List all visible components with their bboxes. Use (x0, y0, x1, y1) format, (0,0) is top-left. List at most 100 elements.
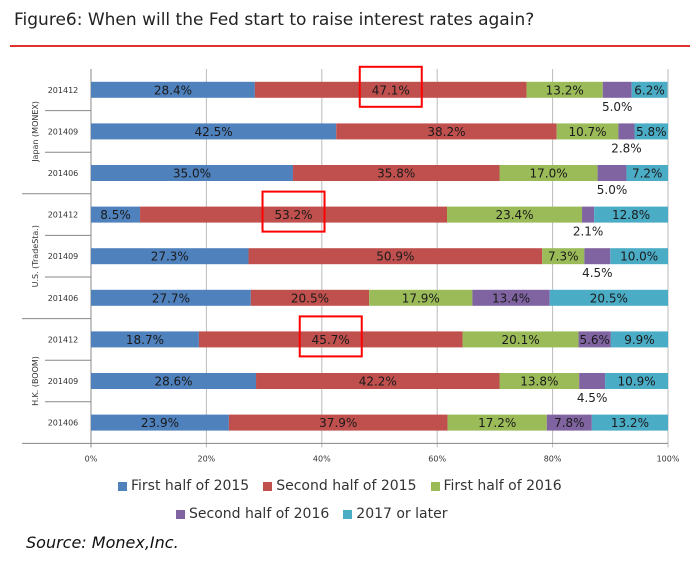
bar-segment (542, 248, 585, 265)
bar-segment (631, 81, 668, 98)
legend-item: 2017 or later (343, 506, 447, 522)
row-label: 201412 (48, 86, 79, 95)
bar-segment (91, 373, 257, 389)
data-label: 10.7% (568, 125, 606, 139)
data-label: 28.4% (154, 83, 192, 97)
data-label: 20.5% (291, 291, 329, 305)
legend-swatch (430, 481, 440, 491)
bar-segment (578, 331, 611, 348)
legend-item: First half of 2015 (118, 478, 249, 494)
x-tick-label: 60% (428, 454, 446, 463)
legend-label: 2017 or later (356, 506, 448, 522)
data-label: 2.1% (573, 225, 604, 239)
legend-item: First half of 2016 (430, 478, 562, 494)
row-label: 201409 (48, 377, 79, 386)
bar-segment (91, 289, 251, 306)
data-label: 13.4% (492, 291, 530, 305)
bar-segment (499, 165, 598, 181)
x-tick-label: 20% (198, 454, 216, 463)
legend: First half of 2015 Second half of 2015 Fir… (0, 478, 696, 526)
group-label: H.K. (BOOM) (31, 356, 40, 406)
data-label: 8.5% (100, 208, 131, 222)
data-label: 17.9% (402, 291, 440, 305)
bar-segment (472, 289, 550, 306)
data-label: 42.5% (195, 125, 233, 139)
legend-swatch (343, 509, 353, 519)
data-label: 18.7% (126, 333, 164, 347)
bar-segment (594, 206, 668, 223)
data-label: 13.2% (611, 416, 649, 430)
bar-segment (91, 81, 255, 98)
data-label: 12.8% (612, 208, 650, 222)
bar-segment (369, 289, 473, 306)
source-note: Source: Monex,Inc. (26, 533, 179, 552)
legend-item: Second half of 2016 (176, 506, 329, 522)
data-label: 5.0% (597, 183, 628, 197)
bar-segment (634, 123, 668, 140)
data-label: 4.5% (577, 391, 608, 405)
data-label: 35.8% (377, 167, 415, 181)
bar-segment (91, 123, 337, 140)
bar-segment (228, 414, 448, 431)
row-label: 201406 (48, 294, 79, 303)
figure-title: Figure6: When will the Fed start to rais… (14, 10, 535, 30)
x-tick-label: 40% (313, 454, 331, 463)
bar-segment (605, 373, 668, 389)
bar-segment (292, 165, 500, 181)
bar-segment (626, 165, 668, 181)
data-label: 47.1% (372, 83, 410, 97)
bar-segment (256, 373, 500, 389)
row-label: 201412 (48, 335, 79, 344)
bar-segment (579, 373, 606, 389)
bar-segment (336, 123, 557, 140)
data-label: 7.3% (548, 250, 579, 264)
highlight-box (298, 315, 363, 358)
bar-segment (447, 414, 547, 431)
title-rule (10, 45, 690, 47)
bar-segment (526, 81, 603, 98)
bar-segment (250, 289, 370, 306)
highlight-box (358, 65, 423, 108)
bar-segment (549, 289, 668, 306)
bar-segment (556, 123, 619, 140)
data-label: 20.5% (590, 291, 628, 305)
bar-segment (248, 248, 543, 265)
row-label: 201409 (48, 127, 79, 136)
row-label: 201406 (48, 169, 79, 178)
data-label: 20.1% (502, 333, 540, 347)
bar-segment (447, 206, 583, 223)
data-label: 9.9% (624, 333, 655, 347)
x-tick-label: 0% (85, 454, 98, 463)
data-label: 17.2% (478, 416, 516, 430)
stacked-bar-chart: 0% 20% 40% 60% 80% 100% 201412 201409 201406 2014… (22, 65, 680, 463)
data-label: 42.2% (359, 375, 397, 389)
x-tick-label: 100% (657, 454, 680, 463)
bar-segment (597, 165, 627, 181)
highlight-box (261, 190, 326, 233)
data-label: 38.2% (427, 125, 465, 139)
data-label: 5.8% (636, 125, 667, 139)
legend-label: Second half of 2016 (189, 506, 330, 522)
legend-swatch (176, 509, 185, 519)
bar-segment (602, 81, 632, 98)
x-tick-label: 80% (544, 454, 562, 463)
legend-label: Second half of 2015 (276, 478, 417, 494)
legend-swatch (263, 481, 273, 491)
data-label: 7.8% (554, 416, 585, 430)
data-label: 10.9% (617, 375, 655, 389)
row-label: 201412 (48, 211, 79, 220)
data-label: 27.3% (151, 250, 189, 264)
bar-segment (582, 206, 595, 223)
bar-segment (584, 248, 611, 265)
data-label: 17.0% (529, 167, 567, 181)
bar-segment (91, 414, 229, 431)
legend-swatch (118, 481, 127, 491)
row-label: 201406 (48, 419, 79, 428)
data-label: 6.2% (634, 83, 665, 97)
bar-segment (91, 248, 249, 265)
data-label: 13.8% (520, 375, 558, 389)
bar-segment (591, 414, 668, 431)
bar-segment (140, 206, 448, 223)
data-label: 7.2% (632, 167, 663, 181)
legend-item: Second half of 2015 (263, 478, 417, 494)
